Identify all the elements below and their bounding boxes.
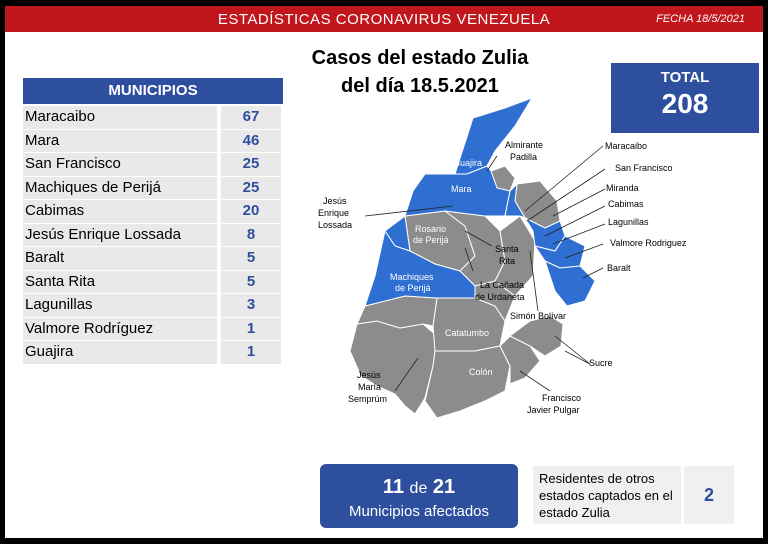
residents-value: 2 [684, 466, 734, 524]
residents-line3: estado Zulia [539, 505, 610, 520]
total-box: TOTAL 208 [611, 63, 759, 133]
map-label-mara: Mara [451, 184, 472, 194]
municipio-row: Mara 46 [23, 129, 287, 153]
affected-box: 11 de 21 Municipios afectados [320, 464, 518, 528]
map-label-santa-rita-2: Rita [499, 256, 515, 266]
municipio-row: Jesús Enrique Lossada 8 [23, 223, 287, 247]
municipio-row: Baralt 5 [23, 247, 287, 271]
municipio-row: Machiques de Perijá 25 [23, 176, 287, 200]
map-label-jesus-enrique-1: Jesús [323, 196, 347, 206]
municipio-name: Baralt [23, 247, 217, 270]
map-label-jesus-maria-1: Jesús [357, 370, 381, 380]
map-label-guajira: Guajira [453, 158, 482, 168]
affected-count-line: 11 de 21 [320, 476, 518, 499]
map-label-machiques-2: de Perijá [395, 283, 431, 293]
municipio-cases: 46 [221, 129, 281, 152]
municipios-heading: MUNICIPIOS [23, 78, 283, 104]
municipio-cases: 5 [221, 270, 281, 293]
region-simon-bolivar [494, 215, 536, 297]
zulia-map: Guajira Mara Rosario de Perijá Machiques… [318, 97, 687, 419]
map-label-francisco-1: Francisco [542, 393, 581, 403]
map-label-santa-rita-1: Santa [495, 244, 519, 254]
municipio-row: Guajira 1 [23, 341, 287, 365]
map-label-rosario-1: Rosario [415, 224, 446, 234]
region-colon [424, 345, 511, 419]
map-label-almirante-2: Padilla [510, 152, 537, 162]
municipio-name: Maracaibo [23, 106, 217, 129]
map-label-miranda: Miranda [606, 183, 639, 193]
region-sucre [509, 315, 564, 357]
municipio-row: Maracaibo 67 [23, 106, 287, 130]
map-label-la-canada-2: de Urdaneta [475, 292, 525, 302]
map-label-cabimas: Cabimas [608, 199, 644, 209]
map-label-jesus-enrique-3: Lossada [318, 220, 352, 230]
total-value: 208 [661, 88, 709, 119]
map-title-line1: Casos del estado Zulia [311, 47, 529, 69]
map-label-sucre: Sucre [589, 358, 613, 368]
header-bar: ESTADÍSTICAS CORONAVIRUS VENEZUELA FECHA… [5, 6, 763, 32]
map-label-la-canada-1: La Cañada [480, 280, 524, 290]
map-label-machiques-1: Machiques [390, 272, 434, 282]
municipio-name: Machiques de Perijá [23, 176, 217, 199]
municipio-row: Santa Rita 5 [23, 270, 287, 294]
municipio-name: Jesús Enrique Lossada [23, 223, 217, 246]
municipio-cases: 3 [221, 294, 281, 317]
map-label-jesus-maria-2: María [358, 382, 381, 392]
municipio-name: Guajira [23, 341, 217, 364]
map-label-lagunillas: Lagunillas [608, 217, 649, 227]
map-label-maracaibo: Maracaibo [605, 141, 647, 151]
municipio-cases: 67 [221, 106, 281, 129]
residents-line2: estados captados en el [539, 488, 673, 503]
leader-lines [364, 145, 606, 392]
municipio-row: San Francisco 25 [23, 153, 287, 177]
map-label-baralt: Baralt [607, 263, 631, 273]
municipio-name: San Francisco [23, 153, 217, 176]
municipio-name: Valmore Rodríguez [23, 317, 217, 340]
municipio-cases: 1 [221, 317, 281, 340]
map-label-colon: Colón [469, 367, 493, 377]
municipio-row: Lagunillas 3 [23, 294, 287, 318]
map-label-jesus-maria-3: Semprúm [348, 394, 387, 404]
municipio-cases: 25 [221, 153, 281, 176]
municipio-cases: 25 [221, 176, 281, 199]
municipio-row: Cabimas 20 [23, 200, 287, 224]
header-date: FECHA 18/5/2021 [656, 13, 745, 25]
municipio-cases: 5 [221, 247, 281, 270]
municipio-cases: 8 [221, 223, 281, 246]
municipio-name: Lagunillas [23, 294, 217, 317]
slide: ESTADÍSTICAS CORONAVIRUS VENEZUELA FECHA… [5, 6, 763, 538]
map-label-jesus-enrique-2: Enrique [318, 208, 349, 218]
map-label-valmore: Valmore Rodriguez [610, 238, 687, 248]
affected-label: Municipios afectados [348, 503, 490, 520]
total-label: TOTAL [660, 69, 710, 86]
municipio-row: Valmore Rodríguez 1 [23, 317, 287, 341]
map-label-francisco-2: Javier Pulgar [527, 405, 580, 415]
affected-count: 11 [382, 476, 404, 498]
municipio-name: Cabimas [23, 200, 217, 223]
affected-of: de [409, 480, 428, 497]
residents-line1: Residentes de otros [539, 471, 655, 486]
region-baralt [544, 260, 596, 307]
map-title: Casos del estado Zulia del día 18.5.2021 [295, 44, 545, 100]
map-label-rosario-2: de Perijá [413, 235, 449, 245]
municipio-name: Mara [23, 129, 217, 152]
municipio-cases: 20 [221, 200, 281, 223]
header-title: ESTADÍSTICAS CORONAVIRUS VENEZUELA [217, 11, 551, 28]
region-machiques-de-perija [364, 229, 476, 307]
map-label-san-francisco: San Francisco [615, 163, 673, 173]
municipio-name: Santa Rita [23, 270, 217, 293]
map-title-line2: del día 18.5.2021 [341, 75, 499, 97]
map-label-simon-bolivar: Simón Bolívar [510, 311, 566, 321]
map-label-almirante-1: Almirante [505, 140, 543, 150]
municipios-table: Maracaibo 67 Mara 46 San Francisco 25 Machique… [23, 106, 287, 365]
residents-label: Residentes de otros estados captados en … [533, 466, 681, 524]
municipio-cases: 1 [221, 341, 281, 364]
map-label-catatumbo: Catatumbo [445, 328, 489, 338]
affected-total: 21 [432, 476, 456, 498]
